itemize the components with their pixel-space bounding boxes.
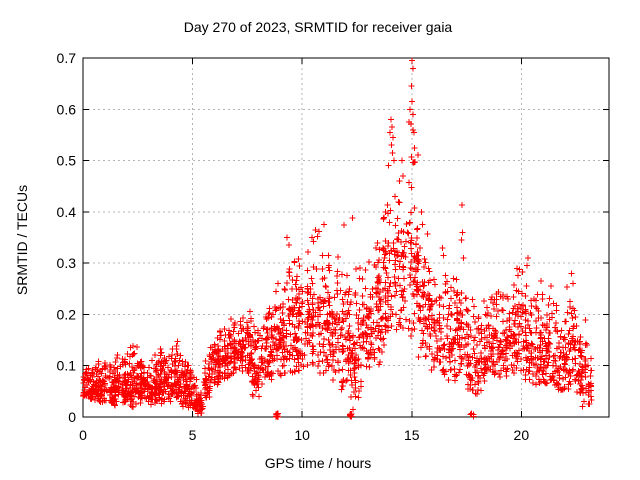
- y-tick-label: 0.3: [57, 255, 77, 271]
- y-axis-label: SRMTID / TECUs: [14, 185, 30, 295]
- data-points-srmtid: [80, 57, 595, 420]
- y-tick-label: 0.5: [57, 153, 77, 169]
- x-tick-label: 0: [79, 427, 87, 443]
- x-tick-label: 15: [404, 427, 420, 443]
- y-tick-label: 0.1: [57, 358, 77, 374]
- x-tick-label: 5: [189, 427, 197, 443]
- axis-ticks: [83, 58, 609, 417]
- y-tick-labels: 0 0.1 0.2 0.3 0.4 0.5 0.6 0.7: [57, 50, 77, 425]
- chart-title: Day 270 of 2023, SRMTID for receiver gai…: [184, 19, 453, 35]
- y-tick-label: 0.2: [57, 306, 77, 322]
- x-axis-label: GPS time / hours: [265, 455, 372, 471]
- y-tick-label: 0.4: [57, 204, 77, 220]
- y-tick-label: 0.6: [57, 101, 77, 117]
- x-tick-label: 10: [294, 427, 310, 443]
- ticks-path: [83, 58, 609, 417]
- x-tick-labels: 0 5 10 15 20: [79, 427, 529, 443]
- x-tick-label: 20: [514, 427, 530, 443]
- plot-border: [82, 57, 610, 418]
- y-tick-label: 0: [68, 409, 76, 425]
- y-tick-label: 0.7: [57, 50, 77, 66]
